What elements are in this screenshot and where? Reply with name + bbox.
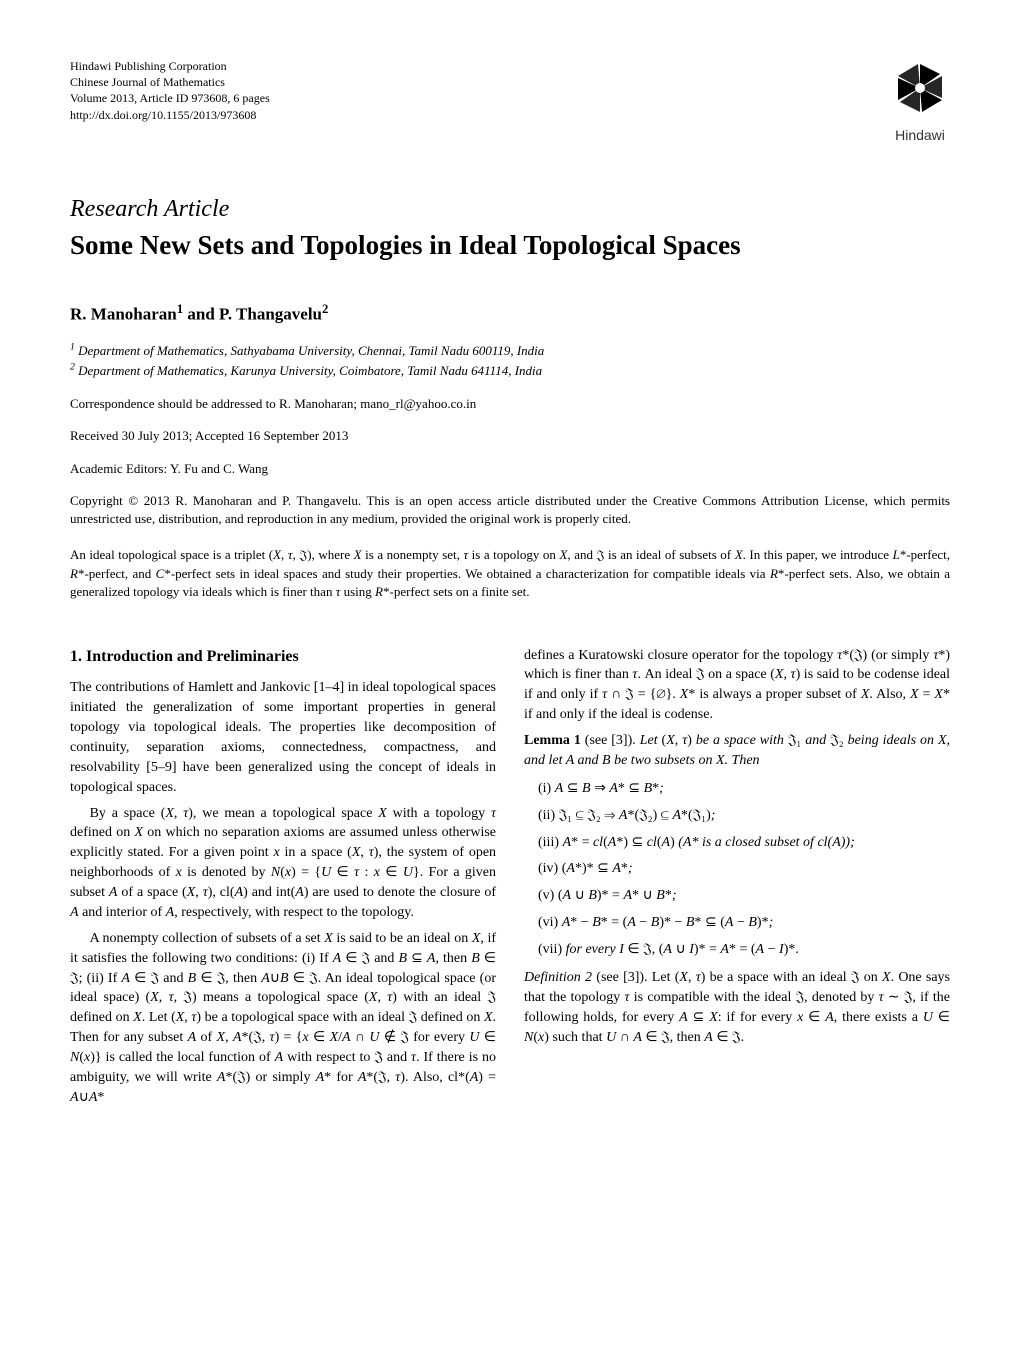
header-row: Hindawi Publishing Corporation Chinese J… — [70, 58, 950, 145]
lemma-item: (i) A ⊆ B ⇒ A* ⊆ B*; — [538, 779, 950, 799]
def-label: Definition 2 — [524, 970, 592, 985]
lemma-item: (ii) 𝔍₁ ⊆ 𝔍₂ ⇒ A*(𝔍₂) ⊆ A*(𝔍₁); — [538, 806, 950, 826]
body-columns: 1. Introduction and Preliminaries The co… — [70, 646, 950, 1114]
lemma-1: Lemma 1 (see [3]). Let (X, τ) be a space… — [524, 731, 950, 771]
article-title: Some New Sets and Topologies in Ideal To… — [70, 229, 950, 261]
hindawi-logo-icon — [890, 58, 950, 118]
right-column: defines a Kuratowski closure operator fo… — [524, 646, 950, 1114]
lemma-label: Lemma 1 — [524, 733, 581, 748]
affiliation-1: 1 Department of Mathematics, Sathyabama … — [70, 341, 950, 361]
lemma-item: (vii) for every I ∈ 𝔍, (A ∪ I)* = A* = (… — [538, 940, 950, 960]
lemma-item: (iv) (A*)* ⊆ A*; — [538, 859, 950, 879]
correspondence: Correspondence should be addressed to R.… — [70, 395, 950, 413]
academic-editors: Academic Editors: Y. Fu and C. Wang — [70, 460, 950, 478]
publisher-name: Hindawi Publishing Corporation — [70, 58, 270, 74]
def-cite: (see [3]). — [596, 970, 647, 985]
lemma-item: (iii) A* = cl(A*) ⊆ cl(A) (A* is a close… — [538, 833, 950, 853]
section-heading: 1. Introduction and Preliminaries — [70, 646, 496, 669]
journal-name: Chinese Journal of Mathematics — [70, 74, 270, 90]
authors-line: R. Manoharan1 and P. Thangavelu2 — [70, 301, 950, 326]
paragraph: By a space (X, τ), we mean a topological… — [70, 804, 496, 923]
lemma-cite: (see [3]). — [585, 733, 636, 748]
article-type: Research Article — [70, 193, 950, 227]
publisher-info: Hindawi Publishing Corporation Chinese J… — [70, 58, 270, 123]
lemma-item: (vi) A* − B* = (A − B)* − B* ⊆ (A − B)*; — [538, 913, 950, 933]
paragraph: A nonempty collection of subsets of a se… — [70, 929, 496, 1108]
dates: Received 30 July 2013; Accepted 16 Septe… — [70, 427, 950, 445]
lemma-items: (i) A ⊆ B ⇒ A* ⊆ B*; (ii) 𝔍₁ ⊆ 𝔍₂ ⇒ A*(𝔍… — [538, 779, 950, 960]
left-column: 1. Introduction and Preliminaries The co… — [70, 646, 496, 1114]
publisher-logo: Hindawi — [890, 58, 950, 145]
lemma-item: (v) (A ∪ B)* = A* ∪ B*; — [538, 886, 950, 906]
doi-link[interactable]: http://dx.doi.org/10.1155/2013/973608 — [70, 107, 270, 123]
paragraph: defines a Kuratowski closure operator fo… — [524, 646, 950, 726]
copyright-notice: Copyright © 2013 R. Manoharan and P. Tha… — [70, 492, 950, 528]
volume-line: Volume 2013, Article ID 973608, 6 pages — [70, 90, 270, 106]
affiliations: 1 Department of Mathematics, Sathyabama … — [70, 341, 950, 381]
definition-2: Definition 2 (see [3]). Let (X, τ) be a … — [524, 968, 950, 1048]
abstract: An ideal topological space is a triplet … — [70, 546, 950, 601]
affiliation-2: 2 Department of Mathematics, Karunya Uni… — [70, 361, 950, 381]
paragraph: The contributions of Hamlett and Jankovi… — [70, 678, 496, 797]
logo-text: Hindawi — [890, 126, 950, 146]
